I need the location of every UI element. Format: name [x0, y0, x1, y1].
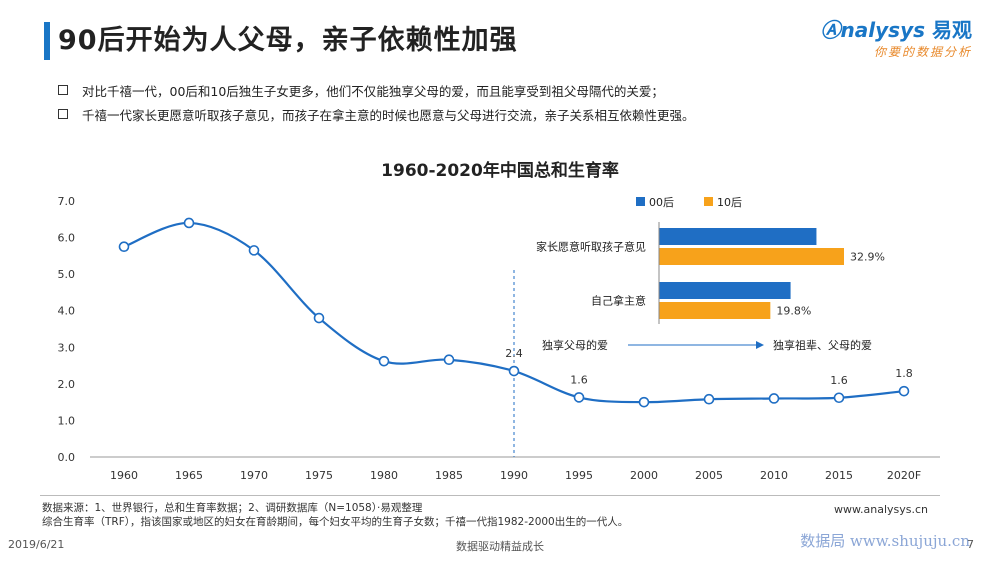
x-axis: 1960 1965 1970 1975 1980 1985 1990 1995 2000 2005…: [90, 456, 940, 482]
data-point: [118, 241, 130, 253]
y-tick-label: 6.0: [58, 232, 76, 245]
x-tick-label: 1960: [110, 469, 138, 482]
data-point: [183, 217, 195, 229]
data-point: [768, 393, 780, 404]
bullet-item: 千禧一代家长更愿意听取孩子意见，而孩子在拿主意的时候也愿意与父母进行交流，亲子关…: [58, 102, 695, 126]
bullet-text: 千禧一代家长更愿意听取孩子意见，而孩子在拿主意的时候也愿意与父母进行交流，亲子关…: [82, 107, 695, 123]
bullet-square-icon: [58, 85, 68, 95]
website-link[interactable]: www.analysys.cn: [834, 503, 928, 516]
footer-slogan: 数据驱动精益成长: [456, 540, 544, 553]
y-tick-label: 3.0: [58, 341, 76, 354]
x-tick-label: 1995: [565, 469, 593, 482]
data-point: [638, 396, 650, 408]
chart-title: 1960-2020年中国总和生育率: [381, 161, 619, 181]
page-number: 7: [967, 538, 974, 551]
y-tick-label: 4.0: [58, 305, 76, 318]
bar-category-label: 家长愿意听取孩子意见: [536, 240, 646, 254]
data-point: [378, 355, 390, 367]
data-point: [248, 245, 260, 256]
bullet-text: 对比千禧一代，00后和10后独生子女更多，他们不仅能独享父母的爱，而且能享受到祖…: [82, 83, 664, 99]
bar-value-label: 32.9%: [850, 251, 885, 264]
arrow-head-icon: [756, 341, 764, 349]
data-point: [313, 312, 325, 324]
data-point: [443, 354, 455, 366]
data-point: [833, 392, 845, 404]
legend-label: 10后: [717, 196, 742, 209]
series-points: [118, 217, 910, 408]
logo-brand-cn: 易观: [932, 18, 972, 42]
legend-swatch: [636, 197, 645, 206]
data-point: [508, 365, 520, 377]
source-line-1: 数据来源：1、世界银行，总和生育率数据；2、调研数据库（N=1058）·易观整理: [42, 502, 423, 514]
footer-divider: [40, 495, 940, 496]
logo-brand-icon: Ⓐ: [820, 18, 841, 42]
y-tick-label: 0.0: [58, 451, 76, 464]
x-tick-label: 1975: [305, 469, 333, 482]
source-line-2: 综合生育率（TRF），指该国家或地区的妇女在育龄期间，每个妇女平均的生育子女数；…: [42, 516, 629, 528]
bullet-list: 对比千禧一代，00后和10后独生子女更多，他们不仅能独享父母的爱，而且能享受到祖…: [58, 78, 695, 126]
series-data-labels: 2.4 1.6 1.6 1.8: [505, 347, 913, 387]
data-point: [703, 393, 715, 405]
x-tick-label: 1985: [435, 469, 463, 482]
logo-brand: nalysys: [840, 18, 926, 42]
page-title: 90后开始为人父母，亲子依赖性加强: [58, 25, 518, 56]
bar: [659, 228, 817, 245]
x-tick-label: 1965: [175, 469, 203, 482]
inset-bar-chart: 家长愿意听取孩子意见 32.9% 自己拿主意 19.8%: [536, 222, 885, 324]
x-tick-label: 2000: [630, 469, 658, 482]
bar-category-label: 自己拿主意: [591, 294, 646, 308]
x-tick-label: 1990: [500, 469, 528, 482]
bullet-square-icon: [58, 109, 68, 119]
inset-legend: 00后 10后: [636, 196, 742, 209]
annotation-left: 独享父母的爱: [542, 338, 608, 352]
annotation-arrow: 独享父母的爱 独享祖辈、父母的爱: [542, 338, 872, 352]
data-point: [898, 385, 910, 397]
y-tick-label: 7.0: [58, 195, 76, 208]
logo-tagline: 你要的数据分析: [873, 45, 972, 59]
bar-value-label: 19.8%: [776, 305, 811, 318]
x-tick-label: 2010: [760, 469, 788, 482]
y-axis: 0.0 1.0 2.0 3.0 4.0 5.0 6.0 7.0: [58, 195, 76, 464]
x-tick-label: 2015: [825, 469, 853, 482]
report-date: 2019/6/21: [8, 538, 65, 551]
data-label: 2.4: [505, 347, 523, 360]
data-label: 1.6: [570, 373, 588, 386]
bar: [659, 302, 771, 319]
y-tick-label: 2.0: [58, 378, 76, 391]
legend-swatch: [704, 197, 713, 206]
legend-label: 00后: [649, 196, 674, 209]
data-label: 1.6: [830, 374, 848, 387]
y-tick-label: 1.0: [58, 414, 76, 427]
x-tick-label: 2020F: [887, 469, 921, 482]
bar: [659, 282, 791, 299]
x-tick-label: 1980: [370, 469, 398, 482]
bullet-item: 对比千禧一代，00后和10后独生子女更多，他们不仅能独享父母的爱，而且能享受到祖…: [58, 78, 695, 102]
data-label: 1.8: [895, 367, 913, 380]
x-tick-label: 1970: [240, 469, 268, 482]
bar: [659, 248, 844, 265]
annotation-right: 独享祖辈、父母的爱: [773, 338, 872, 352]
title-accent-bar: [44, 22, 50, 60]
source-note: 数据来源：1、世界银行，总和生育率数据；2、调研数据库（N=1058）·易观整理…: [42, 501, 628, 529]
x-tick-label: 2005: [695, 469, 723, 482]
brand-logo: Ⓐnalysys 易观 你要的数据分析: [821, 14, 972, 60]
data-point: [573, 392, 585, 403]
y-tick-label: 5.0: [58, 268, 76, 281]
watermark-site: 数据局 www.shujuju.cn: [800, 532, 970, 550]
